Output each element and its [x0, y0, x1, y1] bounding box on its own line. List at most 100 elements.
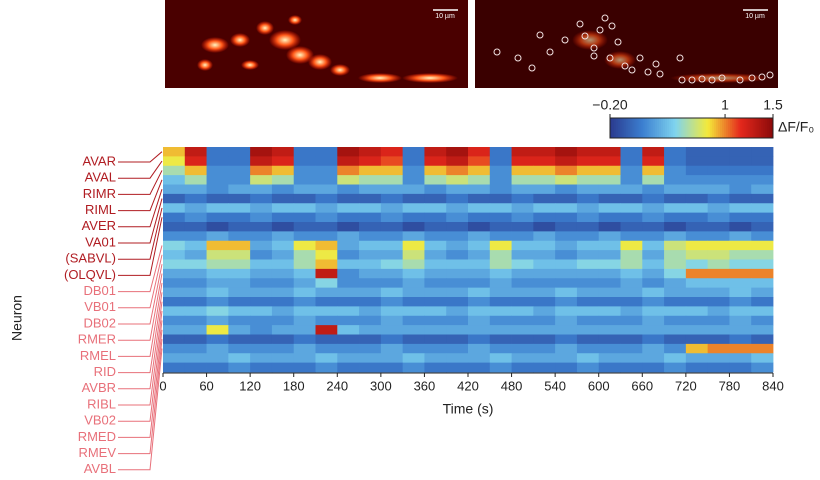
heatmap-cell [250, 259, 273, 270]
heatmap-cell [271, 231, 295, 242]
heatmap-cell [620, 240, 643, 251]
leader-line [118, 264, 163, 325]
y-axis-label: Neuron [9, 295, 25, 341]
neuron-label: RMEL [80, 348, 116, 363]
heatmap-cell [707, 353, 730, 364]
heatmap-cell [729, 353, 752, 364]
colorbar-segment [610, 118, 613, 138]
heatmap-cell [250, 203, 273, 214]
heatmap-cell [729, 315, 752, 326]
heatmap-cell [271, 147, 295, 157]
heatmap-cell [424, 325, 447, 335]
scale-bar-label: 10 µm [745, 13, 765, 20]
heatmap-cell [163, 287, 186, 298]
heatmap-cell [664, 147, 687, 157]
heatmap-cell [576, 259, 600, 270]
heatmap-cell [380, 212, 404, 223]
heatmap-cell [555, 334, 578, 345]
heatmap-cell [511, 259, 534, 270]
heatmap-cell [293, 287, 316, 298]
heatmap-cell [489, 240, 512, 251]
heatmap-cell [751, 259, 774, 270]
colorbar-segment [632, 118, 635, 138]
heatmap-cell [489, 231, 512, 242]
heatmap-cell [489, 175, 512, 185]
heatmap-cell [424, 268, 447, 279]
colorbar-segment [616, 118, 619, 138]
heatmap-cell [511, 353, 534, 364]
heatmap-cell [598, 193, 621, 204]
heatmap-cell [446, 165, 469, 176]
heatmap-cell [642, 222, 665, 232]
heatmap-cell [642, 325, 665, 335]
neuron-label: VB02 [84, 413, 116, 428]
heatmap-cell [271, 240, 295, 251]
heatmap-cell [511, 175, 534, 185]
colorbar-segment [640, 118, 644, 138]
heatmap-cell [685, 325, 709, 335]
heatmap-cell [271, 165, 295, 176]
neuron-label: AVER [82, 218, 116, 233]
colorbar-segment [742, 118, 745, 138]
heatmap-cell [184, 297, 207, 307]
heatmap-cell [163, 175, 186, 185]
leader-line [118, 273, 163, 341]
heatmap-cell [707, 297, 730, 307]
heatmap-cell [707, 156, 730, 167]
heatmap-cell [250, 193, 273, 204]
heatmap-cell [598, 343, 621, 354]
heatmap-cell [250, 315, 273, 326]
heatmap-cell [402, 175, 425, 185]
heatmap-cell [206, 362, 229, 373]
colorbar-segment [614, 118, 617, 138]
neuron-label: RMEV [78, 445, 116, 460]
heatmap-cell [664, 222, 687, 232]
heatmap-cell [555, 278, 578, 289]
colorbar-segment [628, 118, 631, 138]
heatmap-cell [424, 165, 447, 176]
colorbar-segment [665, 118, 668, 138]
heatmap-cell [337, 193, 360, 204]
heatmap-cell [250, 278, 273, 289]
heatmap-cell [533, 306, 556, 317]
heatmap-cell [402, 306, 425, 317]
heatmap-cell [250, 184, 273, 195]
heatmap-cell [685, 175, 709, 185]
heatmap-cell [337, 297, 360, 307]
heatmap-cell [184, 165, 207, 176]
heatmap-cell [250, 156, 273, 167]
heatmap-cell [380, 165, 404, 176]
heatmap-cell [380, 203, 404, 214]
heatmap-cell [315, 306, 338, 317]
heatmap-cell [620, 343, 643, 354]
heatmap-cell [707, 287, 730, 298]
heatmap-cell [402, 297, 425, 307]
heatmap-cell [271, 334, 295, 345]
heatmap-cell [424, 278, 447, 289]
heatmap-cell [271, 353, 295, 364]
heatmap-cell [446, 203, 469, 214]
colorbar-segment [679, 118, 682, 138]
heatmap-cell [642, 147, 665, 157]
heatmap-cell [468, 343, 491, 354]
leader-line [118, 292, 163, 374]
heatmap-cell [576, 306, 600, 317]
colorbar-segment [695, 118, 699, 138]
heatmap-cell [402, 156, 425, 167]
heatmap-cell [620, 193, 643, 204]
heatmap-cell [184, 203, 207, 214]
leader-line [118, 329, 163, 438]
heatmap-cell [664, 297, 687, 307]
colorbar-segment [703, 118, 707, 138]
heatmap-cell [293, 212, 316, 223]
heatmap-cell [184, 231, 207, 242]
neuron-label: RMER [78, 332, 116, 347]
heatmap-cell [206, 259, 229, 270]
heatmap-cell [163, 315, 186, 326]
heatmap-cell [598, 212, 621, 223]
heatmap-cell [293, 343, 316, 354]
heatmap-cell [555, 147, 578, 157]
heatmap-cell [598, 203, 621, 214]
scale-bar-label: 10 µm [435, 13, 455, 20]
colorbar-segment [732, 118, 735, 138]
